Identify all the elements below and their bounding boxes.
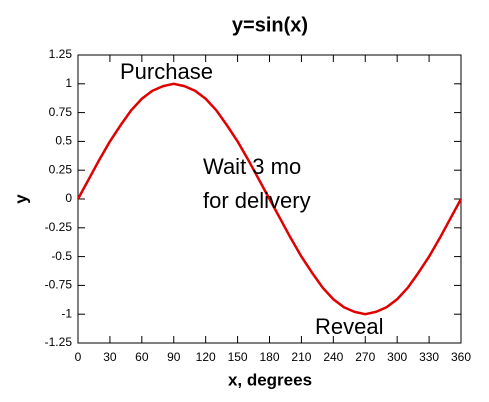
annotation: for delivery (203, 188, 311, 213)
y-tick-label: -0.75 (45, 278, 73, 292)
x-tick-label: 30 (103, 350, 117, 364)
x-tick-label: 240 (323, 350, 343, 364)
x-tick-label: 0 (75, 350, 82, 364)
y-tick-label: 0.5 (55, 134, 72, 148)
x-tick-label: 360 (451, 350, 471, 364)
x-tick-label: 120 (196, 350, 216, 364)
x-tick-label: 150 (228, 350, 248, 364)
x-tick-label: 270 (355, 350, 375, 364)
chart-title: y=sin(x) (232, 14, 308, 36)
y-tick-label: -1.25 (45, 335, 73, 349)
y-tick-label: 1.25 (49, 47, 73, 61)
y-tick-label: 1 (65, 76, 72, 90)
x-tick-label: 90 (167, 350, 181, 364)
annotation: Purchase (120, 59, 213, 84)
y-tick-label: 0 (65, 191, 72, 205)
y-tick-label: 0.25 (49, 162, 73, 176)
x-tick-label: 210 (291, 350, 311, 364)
x-tick-label: 330 (419, 350, 439, 364)
y-tick-label: -1 (61, 306, 72, 320)
x-tick-label: 60 (135, 350, 149, 364)
annotation: Wait 3 mo (203, 154, 301, 179)
y-axis-label: y (11, 194, 30, 204)
x-axis-label: x, degrees (228, 370, 312, 389)
x-tick-label: 300 (387, 350, 407, 364)
annotation: Reveal (315, 314, 383, 339)
y-tick-label: 0.75 (49, 105, 73, 119)
y-tick-label: -0.25 (45, 220, 73, 234)
y-tick-label: -0.5 (51, 249, 72, 263)
x-tick-label: 180 (259, 350, 279, 364)
data-line (76, 82, 463, 316)
